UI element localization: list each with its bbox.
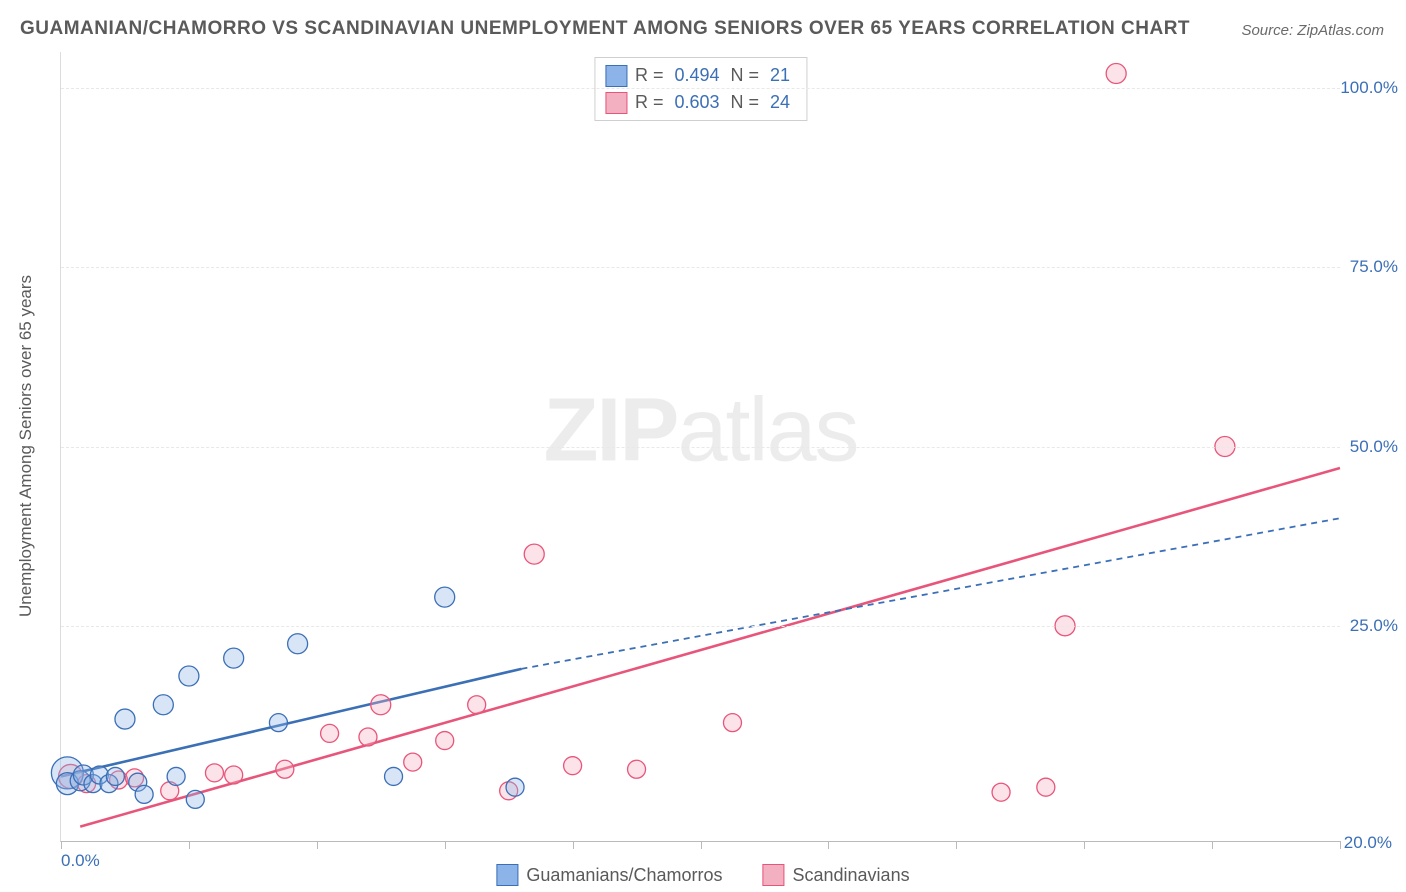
data-point bbox=[115, 709, 135, 729]
gridline bbox=[61, 626, 1340, 627]
data-point bbox=[564, 757, 582, 775]
r-value-guam: 0.494 bbox=[674, 65, 719, 85]
xtick-label-max: 20.0% bbox=[1344, 833, 1392, 853]
xtick bbox=[828, 841, 829, 849]
ytick-label: 100.0% bbox=[1340, 78, 1398, 98]
data-point bbox=[404, 753, 422, 771]
data-point bbox=[723, 714, 741, 732]
source-attribution: Source: ZipAtlas.com bbox=[1241, 22, 1384, 39]
xtick bbox=[956, 841, 957, 849]
data-point bbox=[992, 783, 1010, 801]
ytick-label: 50.0% bbox=[1350, 437, 1398, 457]
data-point bbox=[288, 634, 308, 654]
legend-item-scan: Scandinavians bbox=[763, 864, 910, 886]
data-point bbox=[276, 760, 294, 778]
data-point bbox=[436, 732, 454, 750]
legend-label-scan: Scandinavians bbox=[793, 865, 910, 886]
legend-swatch-guam bbox=[496, 864, 518, 886]
data-point bbox=[506, 778, 524, 796]
data-point bbox=[135, 785, 153, 803]
legend: Guamanians/Chamorros Scandinavians bbox=[496, 864, 909, 886]
xtick bbox=[317, 841, 318, 849]
xtick-label-min: 0.0% bbox=[61, 851, 100, 871]
data-point bbox=[179, 666, 199, 686]
data-point bbox=[359, 728, 377, 746]
n-value-scan: 24 bbox=[770, 92, 790, 112]
legend-swatch-scan bbox=[763, 864, 785, 886]
r-value-scan: 0.603 bbox=[674, 92, 719, 112]
data-point bbox=[1106, 64, 1126, 84]
xtick bbox=[1340, 841, 1341, 849]
xtick bbox=[189, 841, 190, 849]
n-value-guam: 21 bbox=[770, 65, 790, 85]
xtick bbox=[1212, 841, 1213, 849]
data-point bbox=[186, 790, 204, 808]
gridline bbox=[61, 88, 1340, 89]
plot-area: R = 0.494 N = 21 R = 0.603 N = 24 ZIPatl… bbox=[60, 52, 1340, 842]
gridline bbox=[61, 267, 1340, 268]
data-point bbox=[628, 760, 646, 778]
data-point bbox=[269, 714, 287, 732]
data-point bbox=[153, 695, 173, 715]
correlation-stats-box: R = 0.494 N = 21 R = 0.603 N = 24 bbox=[594, 57, 807, 121]
ytick-label: 25.0% bbox=[1350, 616, 1398, 636]
trend-line bbox=[80, 468, 1340, 827]
data-point bbox=[106, 767, 124, 785]
stats-swatch-scan bbox=[605, 92, 627, 114]
data-point bbox=[321, 724, 339, 742]
data-point bbox=[1037, 778, 1055, 796]
stats-row-guam: R = 0.494 N = 21 bbox=[605, 62, 796, 89]
xtick bbox=[445, 841, 446, 849]
y-axis-label: Unemployment Among Seniors over 65 years bbox=[16, 275, 36, 617]
legend-label-guam: Guamanians/Chamorros bbox=[526, 865, 722, 886]
legend-item-guam: Guamanians/Chamorros bbox=[496, 864, 722, 886]
data-point bbox=[205, 764, 223, 782]
chart-title: GUAMANIAN/CHAMORRO VS SCANDINAVIAN UNEMP… bbox=[20, 18, 1190, 40]
data-point bbox=[167, 767, 185, 785]
data-point bbox=[225, 766, 243, 784]
stats-swatch-guam bbox=[605, 65, 627, 87]
ytick-label: 75.0% bbox=[1350, 257, 1398, 277]
data-point bbox=[468, 696, 486, 714]
data-point bbox=[524, 544, 544, 564]
xtick bbox=[701, 841, 702, 849]
xtick bbox=[61, 841, 62, 849]
gridline bbox=[61, 447, 1340, 448]
data-point bbox=[435, 587, 455, 607]
data-point bbox=[385, 767, 403, 785]
data-point bbox=[371, 695, 391, 715]
trend-line bbox=[521, 518, 1340, 669]
data-point bbox=[224, 648, 244, 668]
xtick bbox=[573, 841, 574, 849]
stats-row-scan: R = 0.603 N = 24 bbox=[605, 89, 796, 116]
xtick bbox=[1084, 841, 1085, 849]
